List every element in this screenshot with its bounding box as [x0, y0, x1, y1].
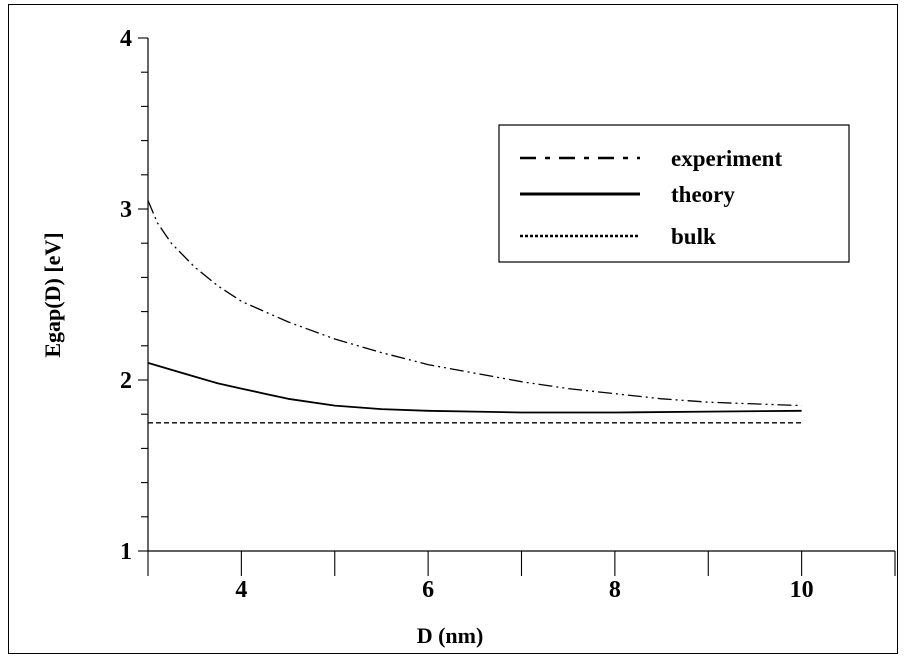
plot-area	[147, 200, 802, 424]
x-tick-label: 10	[790, 577, 814, 603]
series-line-experiment	[147, 200, 802, 407]
series-line-theory	[147, 362, 802, 414]
y-tick-label: 4	[120, 26, 132, 52]
x-tick-label: 6	[422, 577, 434, 603]
legend-label-experiment: experiment	[671, 146, 782, 171]
axes: 1 2 3 4 4 6 8 10	[120, 26, 896, 603]
y-tick-label: 1	[120, 539, 132, 565]
legend-label-bulk: bulk	[671, 224, 716, 249]
y-tick-label: 3	[120, 197, 132, 223]
y-axis-title: Egap(D) [eV]	[40, 232, 65, 357]
chart-frame	[8, 4, 898, 654]
legend: experiment theory bulk	[498, 124, 850, 263]
x-tick-label: 4	[235, 577, 247, 603]
x-tick-label: 8	[609, 577, 621, 603]
x-axis-title: D (nm)	[417, 623, 484, 648]
y-tick-label: 2	[120, 368, 132, 394]
legend-label-theory: theory	[671, 182, 735, 207]
